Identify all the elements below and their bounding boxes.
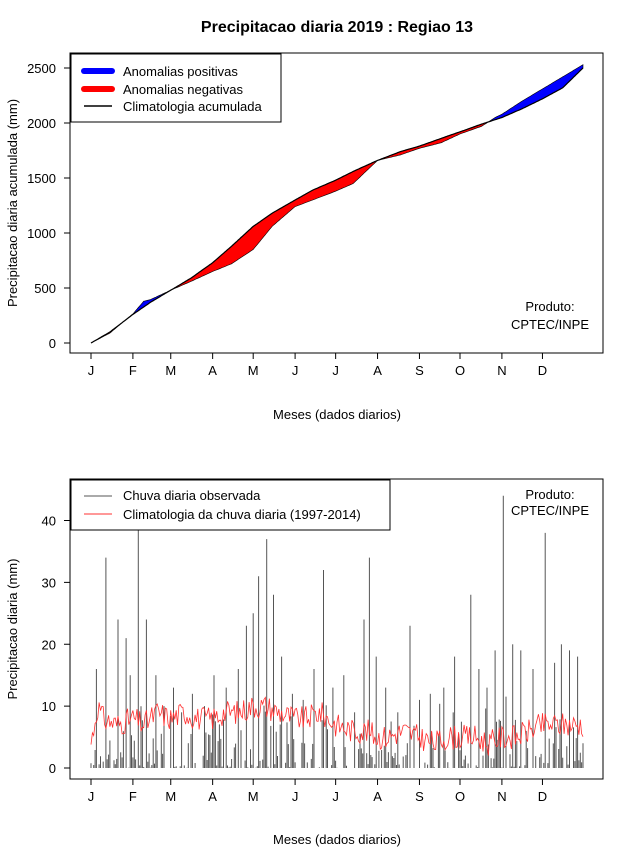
legend-positive-label: Anomalias positivas xyxy=(123,64,238,79)
top-product-label: Produto: xyxy=(525,299,574,314)
y-tick-label-1: 10 xyxy=(42,699,56,714)
x-tick-label-7: A xyxy=(373,363,382,378)
x-tick-label-8: S xyxy=(415,363,424,378)
bottom-product-label: Produto: xyxy=(525,487,574,502)
top-legend: Anomalias positivas Anomalias negativas … xyxy=(70,53,282,123)
top-y-axis: 0 500 1000 1500 2000 2500 xyxy=(27,61,71,351)
top-product-source: CPTEC/INPE xyxy=(511,317,589,332)
x-tick-label-6: J xyxy=(332,363,339,378)
x-tick-label-5: J xyxy=(292,363,299,378)
bottom-panel: Chuva diaria observada Climatologia da c… xyxy=(5,478,604,847)
x-tick-label-2: M xyxy=(165,363,176,378)
x-tick-label-9: O xyxy=(455,363,465,378)
bottom-y-axis-label: Precipitacao diaria (mm) xyxy=(5,559,20,700)
legend-daily-climatology-label: Climatologia da chuva diaria (1997-2014) xyxy=(123,507,361,522)
x-tick-label-10: N xyxy=(497,789,506,804)
x-tick-label-11: D xyxy=(538,789,547,804)
x-tick-label-3: A xyxy=(208,363,217,378)
x-tick-label-4: M xyxy=(248,789,259,804)
top-panel: Precipitacao diaria 2019 : Regiao 13 Ano… xyxy=(5,19,604,422)
x-tick-label-11: D xyxy=(538,363,547,378)
daily-climatology-line xyxy=(90,696,584,756)
legend-climatology-label: Climatologia acumulada xyxy=(123,99,263,114)
top-plot-area xyxy=(90,64,584,344)
y-tick-label-4: 40 xyxy=(42,514,56,529)
y-tick-label-1: 500 xyxy=(34,281,56,296)
bottom-x-axis-label: Meses (dados diarios) xyxy=(273,832,401,847)
x-tick-label-6: J xyxy=(332,789,339,804)
bottom-product-source: CPTEC/INPE xyxy=(511,503,589,518)
x-tick-label-1: F xyxy=(129,363,137,378)
x-tick-label-8: S xyxy=(415,789,424,804)
x-tick-label-1: F xyxy=(129,789,137,804)
y-tick-label-4: 2000 xyxy=(27,116,56,131)
bottom-legend-box xyxy=(70,479,391,531)
x-tick-label-0: J xyxy=(88,363,95,378)
y-tick-label-5: 2500 xyxy=(27,61,56,76)
x-tick-label-7: A xyxy=(373,789,382,804)
x-tick-label-0: J xyxy=(88,789,95,804)
x-tick-label-4: M xyxy=(248,363,259,378)
top-y-axis-label: Precipitacao diaria acumulada (mm) xyxy=(5,99,20,307)
top-title: Precipitacao diaria 2019 : Regiao 13 xyxy=(201,19,473,36)
positive-anomaly-5 xyxy=(486,64,584,124)
y-tick-label-3: 30 xyxy=(42,575,56,590)
y-tick-label-2: 20 xyxy=(42,637,56,652)
x-tick-label-9: O xyxy=(455,789,465,804)
y-tick-label-0: 0 xyxy=(49,761,56,776)
climatology-accumulated-line xyxy=(90,67,584,344)
bottom-legend: Chuva diaria observada Climatologia da c… xyxy=(70,479,391,531)
legend-negative-label: Anomalias negativas xyxy=(123,82,243,97)
x-tick-label-5: J xyxy=(292,789,299,804)
x-tick-label-2: M xyxy=(165,789,176,804)
y-tick-label-3: 1500 xyxy=(27,171,56,186)
x-tick-label-3: A xyxy=(208,789,217,804)
y-tick-label-0: 0 xyxy=(49,336,56,351)
bottom-y-axis: 0 10 20 30 40 xyxy=(42,514,71,776)
bottom-plot-area xyxy=(90,489,584,768)
legend-observed-label: Chuva diaria observada xyxy=(123,488,261,503)
y-tick-label-2: 1000 xyxy=(27,226,56,241)
x-tick-label-10: N xyxy=(497,363,506,378)
top-x-axis-label: Meses (dados diarios) xyxy=(273,407,401,422)
